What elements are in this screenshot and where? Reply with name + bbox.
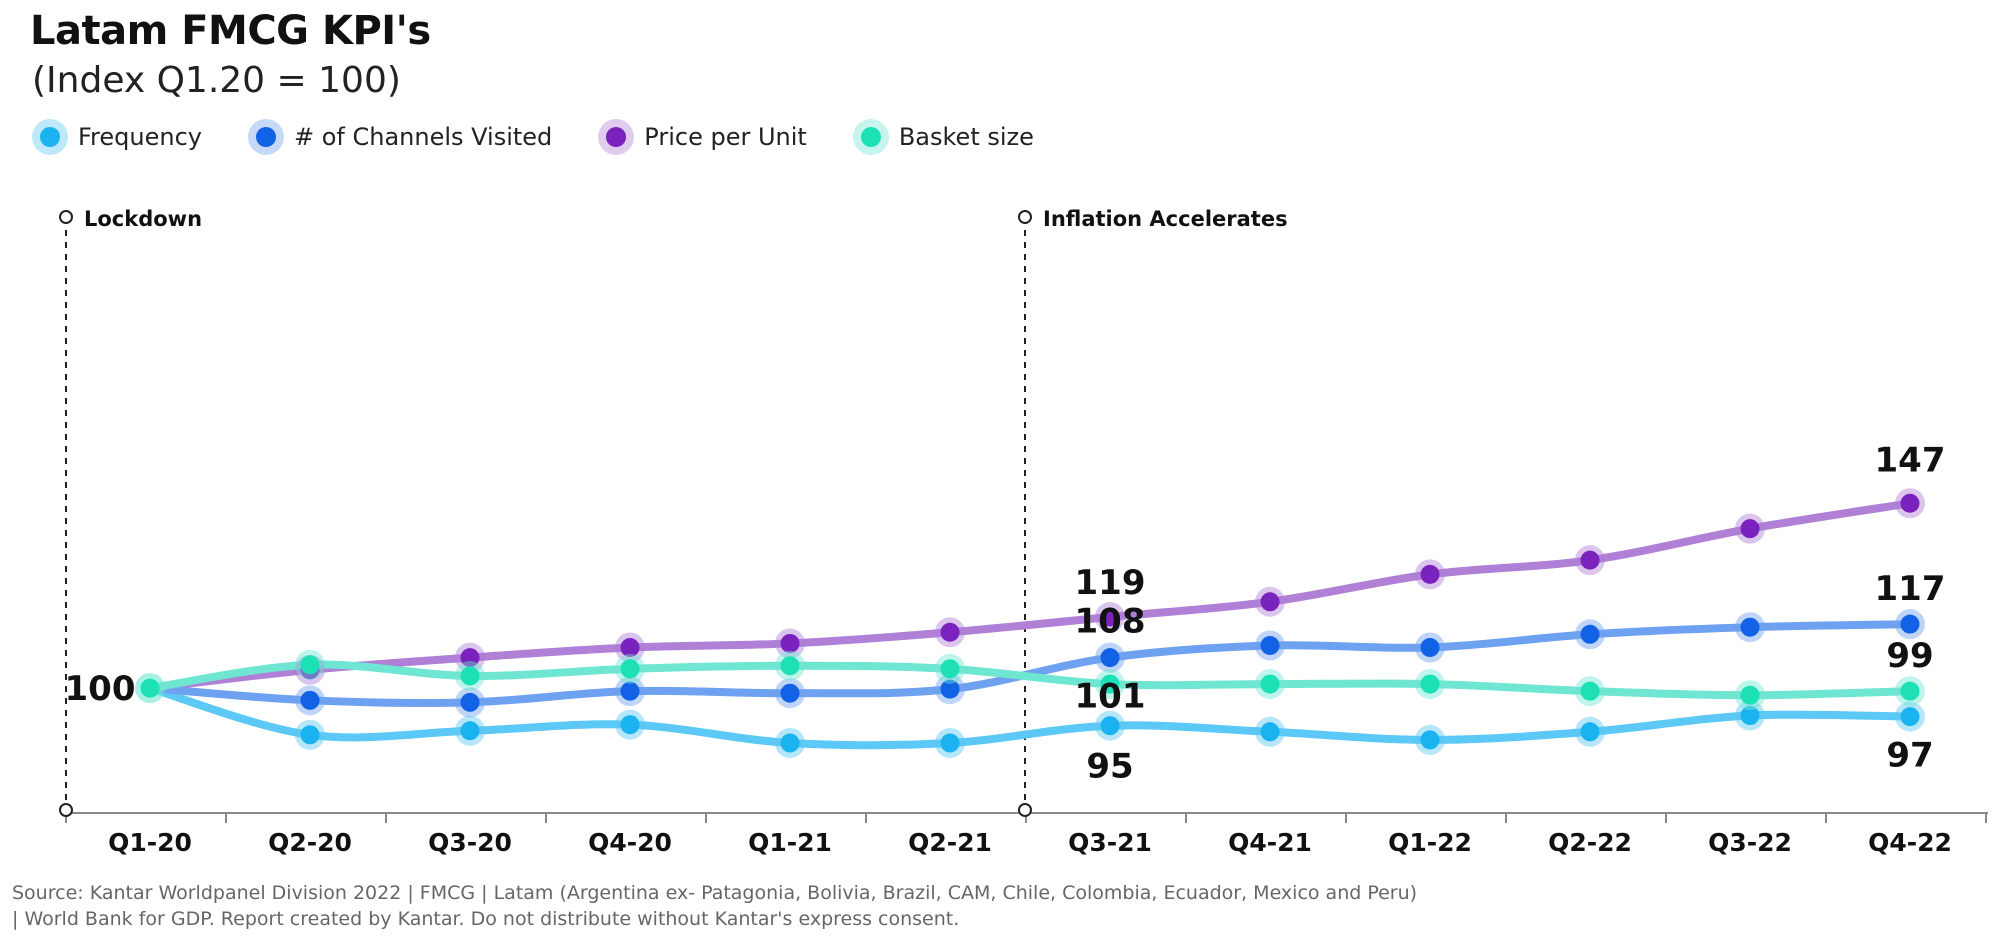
x-tick-label-q3-22: Q3-22 xyxy=(1708,828,1792,857)
chart-title: Latam FMCG KPI's xyxy=(30,8,431,54)
point-of-channels-visited-q2-22 xyxy=(1580,624,1600,644)
point-basket-size-q2-20 xyxy=(300,655,320,675)
point-frequency-q4-21 xyxy=(1260,722,1280,742)
data-label-95: 95 xyxy=(1086,747,1133,787)
series-line-basket-size xyxy=(146,660,1914,700)
annotation-label-lockdown: Lockdown xyxy=(84,207,202,231)
point-price-per-unit-q4-20 xyxy=(620,638,640,657)
point-price-per-unit-q1-22 xyxy=(1420,564,1440,584)
x-tick-label-q2-20: Q2-20 xyxy=(268,828,352,857)
x-tick-label-q1-20: Q1-20 xyxy=(108,828,192,857)
point-frequency-q2-21 xyxy=(940,733,960,753)
legend-item-frequency: Frequency xyxy=(32,119,202,155)
data-label-101: 101 xyxy=(1075,677,1146,717)
x-tick-label-q4-22: Q4-22 xyxy=(1868,828,1952,857)
legend-label-frequency: Frequency xyxy=(78,123,202,151)
point-basket-size-q1-21 xyxy=(780,656,800,676)
series-line-frequency xyxy=(146,684,1914,750)
legend-marker-price xyxy=(598,119,635,155)
x-tick-label-q1-21: Q1-21 xyxy=(748,828,832,857)
point-price-per-unit-q2-21 xyxy=(940,622,960,642)
data-label-147: 147 xyxy=(1875,440,1946,480)
point-basket-size-q4-21 xyxy=(1260,674,1280,694)
point-price-per-unit-q3-22 xyxy=(1740,519,1760,539)
point-price-per-unit-q4-21 xyxy=(1260,592,1280,612)
annotation-marker-bottom xyxy=(1018,803,1032,817)
point-origin-q1-20 xyxy=(140,678,160,698)
series-line-price-per-unit xyxy=(146,499,1914,693)
point-of-channels-visited-q1-21 xyxy=(780,683,800,703)
point-price-per-unit-q1-21 xyxy=(780,633,800,653)
x-tick-label-q1-22: Q1-22 xyxy=(1388,828,1472,857)
point-frequency-q2-22 xyxy=(1580,722,1600,742)
legend-item-price: Price per Unit xyxy=(598,119,807,155)
annotation-marker-bottom xyxy=(59,803,73,817)
point-frequency-q4-22 xyxy=(1900,707,1920,727)
legend-label-basket: Basket size xyxy=(898,123,1034,151)
x-tick-label-q2-21: Q2-21 xyxy=(908,828,992,857)
x-tick-label-q4-20: Q4-20 xyxy=(588,828,672,857)
line-chart: Q1-20 Q2-20 Q3-20 Q4-20 Q1-21 Q2-21 Q3-21 Q4-21… xyxy=(59,207,1988,857)
x-tick-label-q3-21: Q3-21 xyxy=(1068,828,1152,857)
data-label-97: 97 xyxy=(1886,736,1933,776)
legend-label-channels: # of Channels Visited xyxy=(293,123,553,151)
data-label-108: 108 xyxy=(1075,602,1146,642)
point-of-channels-visited-q4-21 xyxy=(1260,635,1280,655)
data-label-99: 99 xyxy=(1886,636,1933,676)
source-note: Source: Kantar Worldpanel Division 2022 … xyxy=(12,880,1417,932)
point-frequency-q3-20 xyxy=(460,721,480,741)
data-label-117: 117 xyxy=(1875,569,1946,609)
legend-marker-basket xyxy=(852,119,889,155)
point-price-per-unit-q3-21 xyxy=(1100,607,1120,627)
point-frequency-q2-20 xyxy=(300,725,320,745)
point-of-channels-visited-q3-22 xyxy=(1740,617,1760,637)
point-of-channels-visited-q3-20 xyxy=(460,692,480,712)
point-of-channels-visited-q1-22 xyxy=(1420,638,1440,657)
x-tick-label-q3-20: Q3-20 xyxy=(428,828,512,857)
point-basket-size-q3-21 xyxy=(1100,674,1120,694)
point-basket-size-q4-20 xyxy=(620,659,640,679)
chart-subtitle: (Index Q1.20 = 100) xyxy=(32,60,401,101)
point-basket-size-q1-22 xyxy=(1420,674,1440,694)
point-of-channels-visited-q2-21 xyxy=(940,679,960,699)
legend-marker-channels xyxy=(247,119,284,155)
point-price-per-unit-q2-22 xyxy=(1580,550,1600,570)
legend: Frequency # of Channels Visited Price pe… xyxy=(32,119,1080,155)
point-of-channels-visited-q3-21 xyxy=(1100,648,1120,668)
data-label-100: 100 xyxy=(65,669,136,709)
point-frequency-q3-22 xyxy=(1740,706,1760,726)
data-label-119: 119 xyxy=(1075,563,1146,603)
point-basket-size-q4-22 xyxy=(1900,681,1920,701)
legend-label-price: Price per Unit xyxy=(644,123,807,151)
legend-marker-frequency xyxy=(32,119,68,155)
legend-item-channels: # of Channels Visited xyxy=(247,119,553,155)
point-basket-size-q3-22 xyxy=(1740,685,1760,705)
x-tick-label-q2-22: Q2-22 xyxy=(1548,828,1632,857)
annotation-marker-top xyxy=(59,210,73,224)
source-line-2: | World Bank for GDP. Report created by … xyxy=(12,908,960,930)
annotation-marker-top xyxy=(1018,210,1032,224)
point-basket-size-q2-22 xyxy=(1580,681,1600,701)
point-basket-size-q3-20 xyxy=(460,666,480,686)
point-frequency-q4-20 xyxy=(620,715,640,735)
source-line-1: Source: Kantar Worldpanel Division 2022 … xyxy=(12,882,1418,904)
point-frequency-q1-21 xyxy=(780,733,800,753)
point-price-per-unit-q4-22 xyxy=(1900,493,1920,513)
point-of-channels-visited-q4-20 xyxy=(620,681,640,701)
point-frequency-q3-21 xyxy=(1100,716,1120,736)
point-price-per-unit-q3-20 xyxy=(460,648,480,668)
annotation-label-inflation-accelerates: Inflation Accelerates xyxy=(1043,207,1288,231)
point-of-channels-visited-q4-22 xyxy=(1900,614,1920,634)
x-tick-label-q4-21: Q4-21 xyxy=(1228,828,1312,857)
point-frequency-q1-22 xyxy=(1420,730,1440,750)
point-of-channels-visited-q2-20 xyxy=(300,690,320,710)
legend-item-basket: Basket size xyxy=(852,119,1034,155)
point-basket-size-q2-21 xyxy=(940,659,960,679)
